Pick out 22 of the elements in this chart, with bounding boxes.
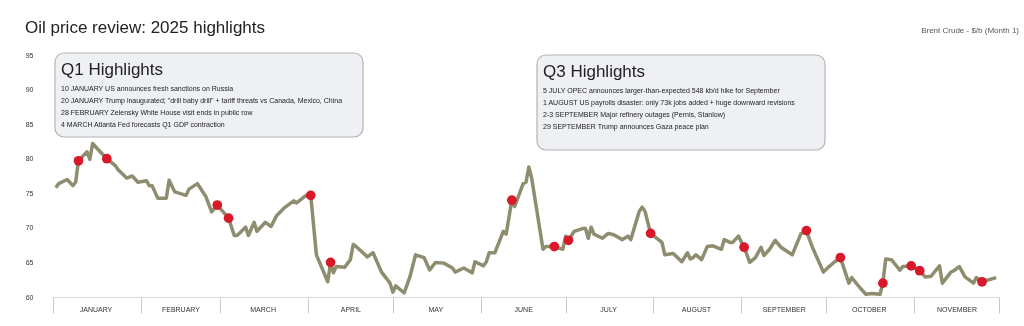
- point: [549, 241, 560, 252]
- point: [645, 228, 656, 239]
- point: [835, 252, 846, 263]
- point: [878, 278, 888, 289]
- point: [977, 276, 987, 287]
- chart-title: Oil price review: 2025 highlights: [25, 18, 266, 37]
- line-series: [54, 141, 998, 296]
- point: [801, 225, 812, 236]
- point: [914, 265, 925, 276]
- point: [101, 153, 112, 164]
- point: [563, 235, 574, 246]
- point: [906, 261, 917, 271]
- annotation: Q3 Highlights: [543, 62, 646, 81]
- annotation: Q1 Highlights: [61, 60, 164, 79]
- point: [325, 257, 336, 268]
- point: [739, 242, 749, 253]
- point: [212, 200, 223, 210]
- point: [506, 195, 517, 206]
- point: [223, 213, 234, 224]
- chart-subtitle: Brent Crude - $/b (Month 1): [921, 26, 1020, 35]
- point: [73, 155, 84, 166]
- point: [305, 190, 316, 201]
